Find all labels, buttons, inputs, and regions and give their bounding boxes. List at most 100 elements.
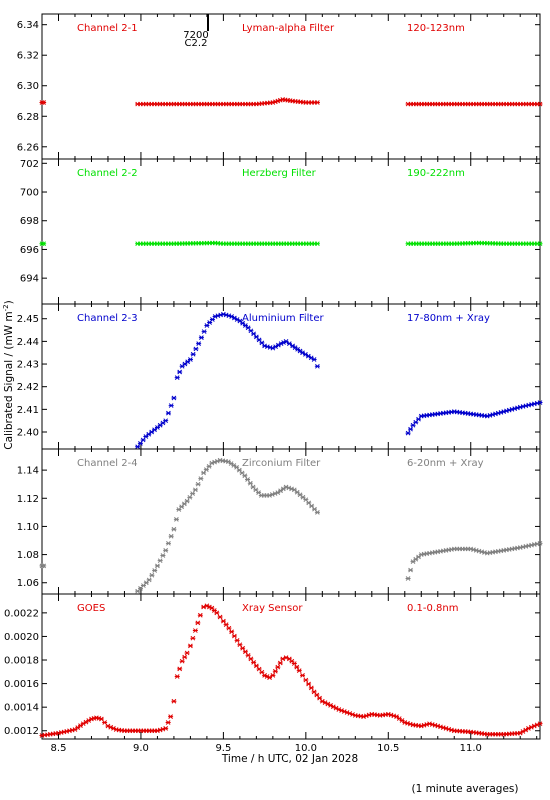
data-point (405, 576, 411, 581)
data-point (214, 610, 220, 616)
data-point (251, 660, 257, 665)
data-point (201, 329, 207, 334)
y-tick-label: 2.43 (17, 360, 39, 371)
data-point (41, 100, 47, 105)
data-point (193, 346, 199, 352)
data-point (399, 718, 405, 723)
data-point (537, 241, 543, 247)
panel-title: Channel 2-4 (77, 458, 138, 469)
y-axis-label-superscript: -2 (2, 304, 10, 311)
data-point (277, 660, 283, 666)
y-axis-label-close: ) (3, 300, 15, 304)
data-point (253, 663, 259, 669)
panels: 6.26 6.28 6.30 6.32 6.34 Channel 2-1 Lyman-alp… (4, 13, 543, 754)
data-point (165, 720, 171, 725)
panel-band: 120-123nm (407, 23, 465, 34)
y-tick-label: 696 (20, 245, 39, 256)
x-tick-label: 10.5 (377, 743, 399, 754)
data-point (228, 461, 234, 466)
data-point (314, 363, 320, 369)
y-tick-label: 0.0016 (4, 679, 39, 690)
data-point (168, 403, 174, 408)
data-point (245, 652, 251, 658)
data-point (152, 568, 158, 573)
data-point (537, 540, 543, 546)
y-tick-label: 698 (20, 216, 39, 227)
panel-title: Channel 2-1 (77, 23, 138, 34)
data-point (201, 470, 207, 476)
data-point (217, 614, 223, 620)
data-point (168, 533, 174, 539)
y-tick-label: 2.41 (17, 405, 39, 416)
panel-filter: Xray Sensor (242, 603, 303, 614)
data-point (267, 675, 273, 681)
data-point (135, 444, 141, 450)
data-point (187, 357, 193, 362)
x-tick-label: 9.5 (215, 743, 231, 754)
data-point (408, 567, 414, 573)
data-point (190, 491, 196, 496)
data-point (242, 649, 248, 655)
data-point (157, 558, 163, 564)
data-point (190, 351, 196, 357)
data-series (135, 311, 543, 450)
data-point (231, 463, 237, 468)
data-point (226, 625, 232, 631)
y-tick-label: 0.0022 (4, 608, 39, 619)
y-tick-label: 2.45 (17, 314, 39, 325)
panel-band: 6-20nm + Xray (407, 458, 484, 469)
data-point (206, 464, 212, 469)
panel-band: 17-80nm + Xray (407, 313, 490, 324)
data-point (102, 720, 108, 725)
data-point (192, 487, 198, 493)
data-point (408, 426, 414, 432)
data-point (311, 357, 317, 362)
data-point (177, 369, 183, 375)
panel-title: Channel 2-3 (77, 313, 138, 324)
data-series (39, 240, 543, 247)
data-point (195, 481, 201, 487)
panel-filter: Aluminium Filter (242, 313, 325, 324)
data-point (187, 643, 193, 649)
data-point (72, 727, 78, 732)
data-point (314, 509, 320, 515)
data-point (171, 395, 177, 401)
event-label-class: C2.2 (185, 38, 208, 49)
data-point (314, 100, 320, 105)
data-point (248, 656, 254, 662)
data-point (396, 716, 402, 721)
data-point (165, 410, 171, 416)
data-point (198, 476, 204, 481)
data-point (184, 650, 190, 656)
y-tick-label: 0.0014 (4, 703, 39, 714)
data-point (198, 335, 204, 340)
data-point (220, 618, 226, 624)
data-point (272, 668, 278, 674)
panel-filter: Lyman-alpha Filter (242, 23, 335, 34)
event-marker: 7200 C2.2 (183, 14, 209, 49)
data-point (190, 635, 196, 641)
y-axis-label: Calibrated Signal / (mW m-2) (2, 300, 15, 449)
data-point (174, 674, 180, 679)
data-point (240, 645, 246, 651)
data-point (149, 572, 155, 578)
data-point (41, 563, 47, 569)
data-point (314, 692, 320, 698)
data-point (306, 681, 312, 687)
data-point (223, 622, 229, 628)
data-point (174, 375, 180, 380)
data-point (231, 633, 237, 639)
y-tick-label: 0.0012 (4, 726, 39, 737)
data-point (203, 467, 209, 473)
panel-band: 0.1-0.8nm (407, 603, 459, 614)
data-point (77, 723, 83, 728)
y-tick-label: 1.14 (17, 466, 39, 477)
data-point (294, 664, 300, 670)
footer-note: (1 minute averages) (411, 783, 518, 795)
data-point (296, 668, 302, 673)
data-point (163, 726, 169, 731)
data-point (165, 540, 171, 546)
data-point (184, 498, 190, 504)
data-point (275, 490, 281, 495)
